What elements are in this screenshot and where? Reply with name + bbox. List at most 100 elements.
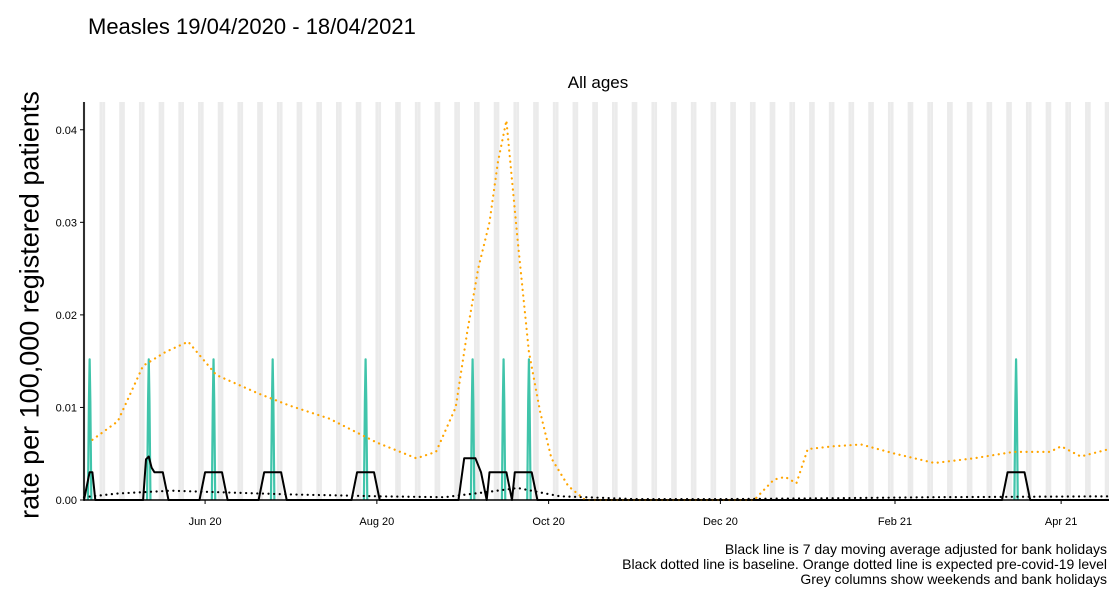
weekend-column	[296, 102, 300, 500]
weekend-column	[378, 102, 382, 500]
weekend-column	[552, 102, 556, 500]
weekend-column	[319, 102, 322, 500]
weekend-column	[414, 102, 418, 500]
weekend-column	[217, 102, 221, 500]
weekend-column	[595, 102, 598, 500]
y-tick-label: 0.03	[56, 217, 77, 229]
baseline-line	[82, 486, 1109, 501]
weekend-column	[673, 102, 677, 500]
weekend-column	[947, 102, 950, 500]
weekend-columns	[82, 102, 1109, 500]
weekend-column	[434, 102, 438, 500]
weekend-column	[811, 102, 815, 500]
expected-level-line	[91, 119, 1109, 502]
y-tick-label: 0.04	[56, 125, 77, 137]
weekend-column	[868, 102, 872, 500]
weekend-column	[119, 102, 123, 500]
x-tick-label: Oct 20	[532, 516, 564, 528]
chart-caption: Black line is 7 day moving average adjus…	[622, 542, 1107, 587]
weekend-column	[220, 102, 224, 500]
weekend-column	[358, 102, 362, 500]
weekend-column	[476, 102, 480, 500]
weekend-column	[516, 102, 520, 500]
weekend-column	[276, 102, 280, 500]
weekend-column	[1085, 102, 1088, 500]
weekend-column	[1025, 102, 1029, 500]
weekend-column	[122, 102, 125, 500]
weekend-column	[693, 102, 697, 500]
weekend-column	[338, 102, 342, 500]
weekend-column	[138, 102, 142, 500]
weekend-column	[713, 102, 717, 500]
caption-line-1: Black line is 7 day moving average adjus…	[724, 541, 1107, 557]
y-tick-label: 0.00	[56, 495, 77, 507]
weekend-column	[927, 102, 931, 500]
weekend-column	[730, 102, 734, 500]
weekend-column	[611, 102, 615, 500]
weekend-column	[496, 102, 500, 500]
daily-rate-spike	[86, 358, 93, 501]
weekend-column	[397, 102, 401, 500]
daily-rate-spike	[526, 358, 532, 501]
weekend-column	[792, 102, 796, 500]
weekend-column	[259, 102, 263, 500]
y-tick-label: 0.01	[56, 402, 77, 414]
weekend-column	[355, 102, 359, 500]
weekend-column	[141, 102, 145, 500]
weekend-column	[493, 102, 497, 500]
weekend-column	[336, 102, 339, 500]
weekend-column	[671, 102, 674, 500]
weekend-column	[966, 102, 970, 500]
weekend-column	[1048, 102, 1052, 500]
weekend-column	[395, 102, 398, 500]
weekend-column	[710, 102, 714, 500]
weekend-column	[809, 102, 812, 500]
weekend-column	[831, 102, 835, 500]
weekend-column	[910, 102, 914, 500]
weekend-column	[848, 102, 852, 500]
weekend-column	[161, 102, 165, 500]
daily-rate-spike	[469, 358, 476, 501]
weekend-column	[634, 102, 638, 500]
daily-rate-spike	[145, 358, 152, 501]
weekend-column	[102, 102, 106, 500]
weekend-column	[769, 102, 773, 500]
weekend-column	[1028, 102, 1032, 500]
weekend-column	[1087, 102, 1091, 500]
weekend-column	[237, 102, 241, 500]
weekend-column	[1065, 102, 1069, 500]
weekend-column	[828, 102, 832, 500]
weekend-column	[99, 102, 103, 500]
axes: 0.00 0.01 0.02 0.03 0.04 Jun 20 Aug 20 Oct 20 De…	[56, 102, 1109, 528]
facet-title: All ages	[568, 73, 628, 92]
weekend-column	[969, 102, 973, 500]
daily-rate-spike	[1013, 358, 1019, 501]
caption-line-2: Black dotted line is baseline. Orange do…	[622, 556, 1107, 572]
chart-title: Measles 19/04/2020 - 18/04/2021	[88, 14, 416, 39]
x-tick-label: Apr 21	[1045, 516, 1077, 528]
weekend-column	[555, 102, 559, 500]
caption-line-3: Grey columns show weekends and bank holi…	[800, 571, 1107, 587]
weekend-column	[1009, 102, 1012, 500]
weekend-column	[651, 102, 655, 500]
weekend-column	[631, 102, 635, 500]
weekend-column	[198, 102, 201, 500]
daily-rate-spike	[362, 358, 369, 501]
weekend-column	[989, 102, 993, 500]
weekend-column	[158, 102, 162, 500]
weekend-column	[654, 102, 658, 500]
weekend-column	[851, 102, 855, 500]
weekend-column	[1104, 102, 1108, 500]
weekend-column	[474, 102, 477, 500]
weekend-column	[1107, 102, 1109, 500]
weekend-column	[200, 102, 204, 500]
weekend-column	[772, 102, 776, 500]
weekend-column	[417, 102, 421, 500]
weekend-column	[690, 102, 694, 500]
weekend-column	[454, 102, 458, 500]
weekend-column	[279, 102, 283, 500]
weekend-column	[614, 102, 618, 500]
weekend-column	[437, 102, 441, 500]
weekend-column	[1045, 102, 1049, 500]
